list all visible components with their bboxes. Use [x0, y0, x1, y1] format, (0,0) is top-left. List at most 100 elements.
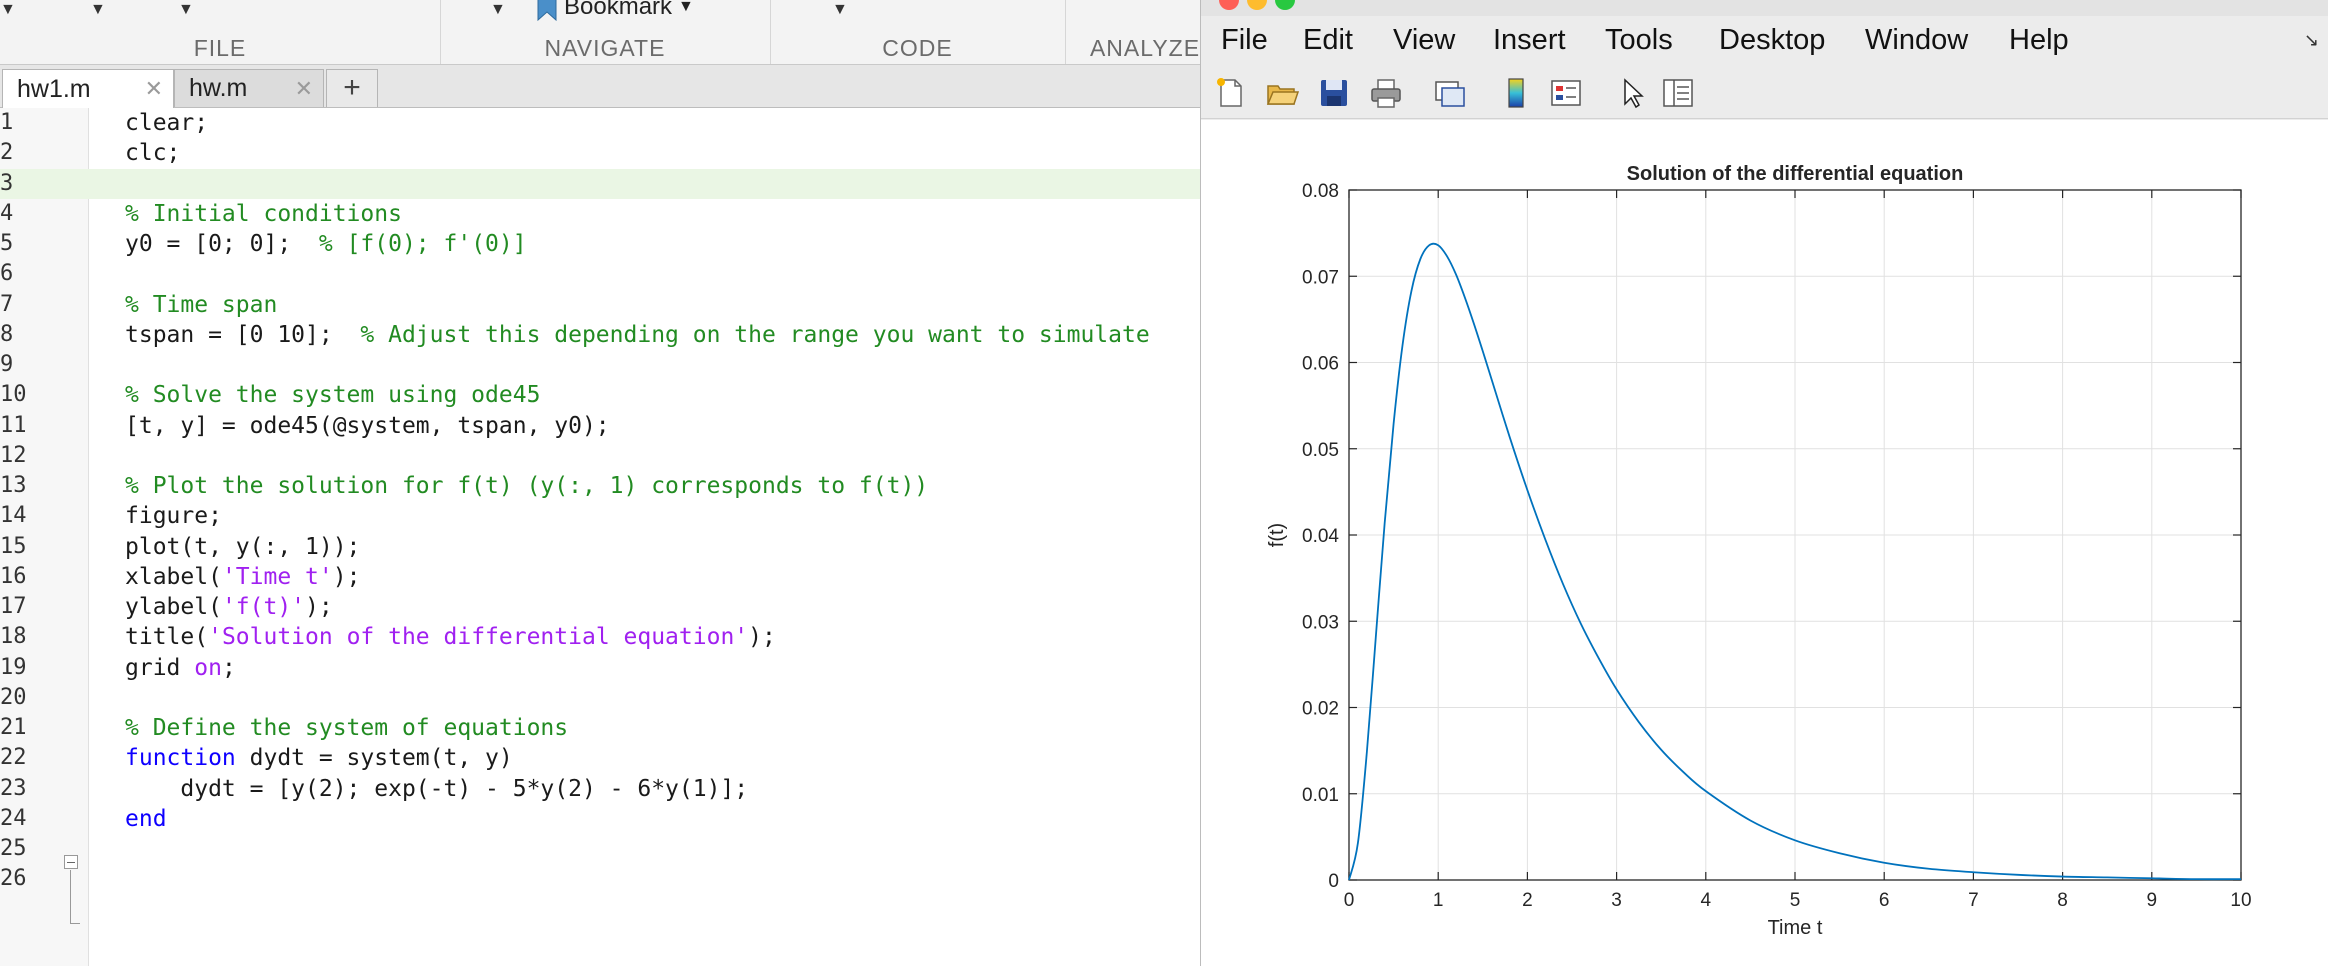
save-icon[interactable] [1317, 76, 1351, 110]
legend-icon[interactable] [1549, 76, 1583, 110]
x-tick-label: 4 [1701, 890, 1712, 911]
tab-hw-m[interactable]: hw.m ✕ [174, 69, 324, 107]
line-number: 25 [0, 836, 27, 861]
pointer-icon[interactable] [1615, 76, 1649, 110]
line-number: 22 [0, 745, 27, 771]
code-text: plot(t, y(:, 1)); [125, 532, 360, 562]
code-line[interactable]: 9 [0, 350, 1200, 380]
code-line[interactable]: 8 tspan = [0 10]; % Adjust this depending… [0, 320, 1200, 350]
dropdown-arrow-icon[interactable]: ▼ [178, 1, 194, 18]
close-icon[interactable]: ✕ [144, 76, 163, 101]
dropdown-arrow-icon[interactable]: ▼ [90, 1, 106, 18]
code-editor[interactable]: 1 clear; 2 clc; 3 4 % Initial conditions 5 y0 = … [0, 108, 1200, 966]
menu-view[interactable]: View [1393, 24, 1456, 56]
menu-help[interactable]: Help [2009, 24, 2069, 56]
code-text: ylabel('f(t)'); [125, 592, 333, 622]
zoom-window-icon[interactable] [1275, 0, 1295, 10]
menu-insert[interactable]: Insert [1493, 24, 1566, 56]
code-line[interactable]: 21 % Define the system of equations [0, 713, 1200, 743]
dropdown-arrow-icon[interactable]: ▼ [0, 1, 16, 18]
line-number: 14 [0, 503, 27, 529]
x-axis-label: Time t [1768, 917, 1823, 939]
close-icon[interactable]: ✕ [294, 75, 313, 101]
code-line[interactable]: 5 y0 = [0; 0]; % [f(0); f'(0)] [0, 229, 1200, 259]
code-token-string: 'Solution of the differential equation' [208, 624, 749, 651]
property-editor-icon[interactable] [1661, 76, 1695, 110]
open-file-icon[interactable] [1265, 76, 1299, 110]
line-number: 26 [0, 866, 27, 892]
y-tick-label: 0.08 [1302, 181, 1339, 202]
code-text: tspan = [0 10]; % Adjust this depending … [125, 320, 1150, 350]
chevron-down-icon[interactable]: ▼ [678, 0, 694, 15]
link-plot-icon[interactable] [1433, 76, 1467, 110]
code-line[interactable]: 18 title('Solution of the differential eq… [0, 622, 1200, 652]
dropdown-arrow-icon[interactable]: ▼ [490, 1, 506, 18]
code-token-comment: % Time span [125, 291, 278, 318]
code-text: y0 = [0; 0]; % [f(0); f'(0)] [125, 229, 527, 259]
code-line[interactable]: 13 % Plot the solution for f(t) (y(:, 1) … [0, 471, 1200, 501]
code-line[interactable]: 12 [0, 441, 1200, 471]
code-line[interactable]: 16 xlabel('Time t'); [0, 562, 1200, 592]
code-line[interactable]: 17 ylabel('f(t)'); [0, 592, 1200, 622]
code-text: % Plot the solution for f(t) (y(:, 1) co… [125, 471, 928, 501]
line-number: 15 [0, 533, 27, 559]
new-figure-icon[interactable] [1213, 76, 1247, 110]
code-token-plain: ); [748, 624, 776, 651]
code-line[interactable]: 20 [0, 683, 1200, 713]
print-icon[interactable] [1369, 76, 1403, 110]
code-line[interactable]: 10 % Solve the system using ode45 [0, 380, 1200, 410]
y-tick-label: 0.02 [1302, 699, 1339, 720]
code-line[interactable]: 11 [t, y] = ode45(@system, tspan, y0); [0, 411, 1200, 441]
line-number: 17 [0, 594, 27, 619]
line-number: 23 [0, 775, 27, 801]
menu-window[interactable]: Window [1865, 24, 1969, 56]
fold-guide [70, 870, 71, 924]
code-line[interactable]: 4 % Initial conditions [0, 199, 1200, 229]
line-number: 10 [0, 382, 27, 408]
dock-figure-icon[interactable]: ↘ [2303, 30, 2319, 50]
menu-edit[interactable]: Edit [1303, 24, 1353, 56]
code-line[interactable]: 23 dydt = [y(2); exp(-t) - 5*y(2) - 6*y(… [0, 774, 1200, 804]
line-number: 7 [0, 291, 14, 317]
minimize-window-icon[interactable] [1247, 0, 1267, 10]
code-line[interactable]: 26 [0, 864, 1200, 894]
code-token-plain: [t, y] = ode45(@system, tspan, y0); [125, 412, 610, 439]
add-tab-button[interactable]: + [326, 69, 378, 107]
code-fold-toggle[interactable] [64, 855, 78, 869]
y-tick-label: 0.05 [1302, 440, 1339, 461]
code-token-plain: clc; [125, 140, 181, 167]
code-line[interactable]: 19 grid on; [0, 653, 1200, 683]
code-line[interactable]: 7 % Time span [0, 290, 1200, 320]
toolstrip-section-navigate: ▼ NAVIGATE [440, 0, 771, 64]
code-line[interactable]: 1 clear; [0, 108, 1200, 138]
colorbar-icon[interactable] [1499, 76, 1533, 110]
bookmark-button[interactable]: Bookmark ▼ [536, 0, 694, 21]
dropdown-arrow-icon[interactable]: ▼ [832, 1, 848, 18]
code-line[interactable]: 14 figure; [0, 501, 1200, 531]
code-text: end [125, 804, 167, 834]
y-tick-label: 0.06 [1302, 354, 1339, 375]
line-number: 12 [0, 442, 27, 468]
menu-desktop[interactable]: Desktop [1719, 24, 1826, 56]
code-line[interactable]: 15 plot(t, y(:, 1)); [0, 532, 1200, 562]
figure-canvas[interactable]: Solution of the differential equation Ti… [1201, 120, 2328, 966]
code-line[interactable]: 2 clc; [0, 138, 1200, 168]
menu-file[interactable]: File [1221, 24, 1268, 56]
x-tick-label: 10 [2230, 890, 2251, 911]
code-token-plain: plot(t, y(:, 1)); [125, 533, 361, 560]
code-line[interactable]: 3 [0, 168, 1200, 199]
code-line[interactable]: 6 [0, 259, 1200, 289]
tab-hw1-m[interactable]: hw1.m ✕ [2, 69, 174, 108]
series-line-0 [1348, 242, 2242, 881]
line-number: 9 [0, 352, 14, 377]
line-number: 5 [0, 231, 14, 256]
close-window-icon[interactable] [1219, 0, 1239, 10]
menu-tools[interactable]: Tools [1605, 24, 1673, 56]
code-line[interactable]: 25 [0, 834, 1200, 864]
code-text: dydt = [y(2); exp(-t) - 5*y(2) - 6*y(1)]… [125, 774, 748, 804]
code-line[interactable]: 24 end [0, 804, 1200, 834]
section-label-navigate: NAVIGATE [544, 35, 666, 61]
bookmark-icon [537, 0, 557, 21]
code-token-comment: % [f(0); f'(0)] [318, 231, 527, 257]
code-line[interactable]: 22 function dydt = system(t, y) [0, 743, 1200, 773]
